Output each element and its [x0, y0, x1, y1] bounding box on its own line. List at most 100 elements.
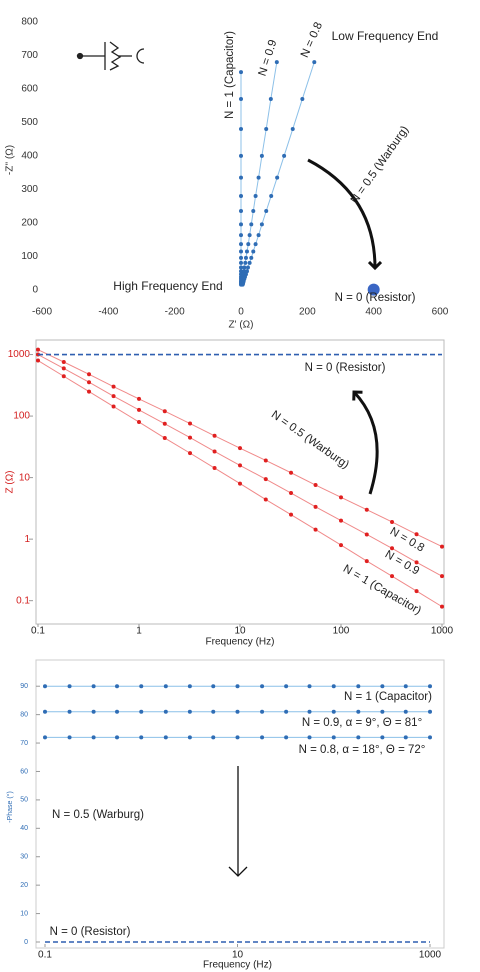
- point: [253, 193, 258, 198]
- point: [260, 684, 265, 689]
- point: [43, 684, 47, 689]
- point: [284, 709, 289, 714]
- point: [87, 372, 92, 377]
- point: [139, 709, 144, 714]
- point: [259, 222, 264, 227]
- y-tick-label: 70: [20, 740, 28, 747]
- point: [259, 153, 264, 158]
- annotation: N = 0.5 (Warburg): [52, 809, 144, 821]
- y-tick-label: 0: [32, 284, 38, 295]
- point: [380, 735, 385, 740]
- point: [356, 684, 361, 689]
- point: [242, 265, 247, 270]
- y-tick-label: 400: [21, 150, 38, 161]
- point: [256, 175, 261, 180]
- point: [211, 735, 216, 740]
- point: [239, 265, 243, 270]
- annotation: N = 0.9, α = 9°, Θ = 81°: [302, 717, 422, 729]
- point: [137, 407, 141, 412]
- x-axis-label: Z' (Ω): [229, 320, 254, 331]
- point: [414, 532, 419, 537]
- point: [67, 735, 72, 740]
- x-tick-label: 600: [432, 307, 449, 318]
- point: [187, 684, 192, 689]
- point: [364, 532, 369, 537]
- y-tick-label: 30: [20, 854, 28, 861]
- point: [137, 420, 141, 425]
- x-tick-label: 1000: [431, 626, 454, 637]
- point: [307, 684, 312, 689]
- point: [162, 421, 167, 426]
- point: [239, 233, 243, 238]
- annotation: N = 0.9: [257, 38, 280, 77]
- point: [137, 396, 141, 401]
- point: [243, 260, 248, 265]
- point: [187, 735, 192, 740]
- y-tick-label: 10: [19, 472, 31, 483]
- point: [36, 347, 40, 352]
- point: [235, 709, 240, 714]
- annotation: N = 0 (Resistor): [305, 362, 386, 374]
- point: [61, 359, 66, 364]
- point: [240, 282, 245, 287]
- arrow: [307, 158, 375, 268]
- x-tick-label: -600: [32, 307, 52, 318]
- point: [289, 470, 294, 475]
- point: [260, 735, 265, 740]
- y-tick-label: 600: [21, 84, 38, 95]
- point: [188, 451, 193, 456]
- annotation: N = 0.5 (Warburg): [269, 409, 351, 472]
- point: [43, 735, 47, 740]
- annotation: N = 0 (Resistor): [335, 292, 416, 304]
- x-tick-label: 0.1: [38, 950, 52, 961]
- point: [440, 604, 444, 609]
- point: [239, 153, 243, 158]
- point: [247, 260, 252, 265]
- annotation: N = 0.8: [299, 20, 325, 59]
- y-tick-label: 200: [21, 217, 38, 228]
- x-tick-label: 100: [333, 626, 350, 637]
- point: [256, 233, 261, 238]
- point: [414, 560, 419, 565]
- annotation: N = 0 (Resistor): [50, 926, 131, 938]
- point: [211, 684, 216, 689]
- annotation: N = 0.5 (Warburg): [349, 124, 412, 206]
- cpe-symbol: [76, 41, 145, 71]
- point: [243, 255, 248, 260]
- point: [211, 709, 216, 714]
- x-tick-label: 200: [299, 307, 316, 318]
- point: [313, 504, 318, 509]
- y-tick-label: 1: [24, 534, 30, 545]
- y-tick-label: 700: [21, 50, 38, 61]
- point: [139, 735, 144, 740]
- annotation: N = 0.9: [383, 548, 421, 577]
- point: [244, 269, 249, 274]
- point: [111, 384, 116, 389]
- point: [403, 709, 408, 714]
- y-tick-label: 90: [20, 683, 28, 690]
- y-tick-label: 40: [20, 825, 28, 832]
- point: [263, 477, 268, 482]
- y-tick-label: 100: [13, 411, 30, 422]
- point: [239, 269, 243, 274]
- arrow: [354, 392, 379, 495]
- point: [440, 544, 444, 549]
- point: [331, 709, 336, 714]
- point: [275, 175, 280, 180]
- point: [188, 435, 193, 440]
- x-tick-label: -400: [98, 307, 118, 318]
- point: [264, 127, 269, 132]
- point: [163, 709, 168, 714]
- point: [246, 242, 251, 247]
- point: [91, 735, 96, 740]
- y-axis-label: -Z'' (Ω): [5, 145, 16, 175]
- point: [331, 735, 336, 740]
- point: [91, 709, 96, 714]
- point: [235, 735, 240, 740]
- x-tick-label: 0: [238, 307, 244, 318]
- point: [268, 96, 273, 101]
- y-axis-label: Z (Ω): [5, 470, 16, 493]
- point: [247, 233, 252, 238]
